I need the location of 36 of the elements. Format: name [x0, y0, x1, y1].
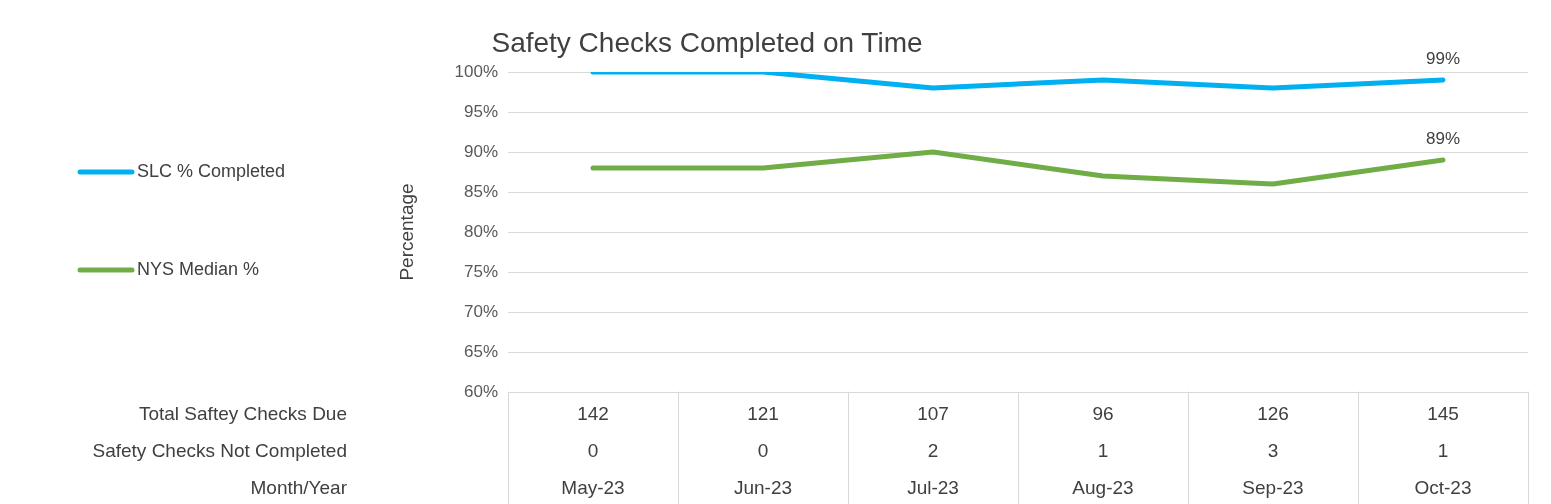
x-tick-label: Jul-23	[907, 477, 959, 499]
x-tick-label: Sep-23	[1242, 477, 1304, 499]
text: 121	[747, 403, 779, 425]
y-tick-label: 80%	[463, 221, 498, 241]
text: 0	[757, 440, 769, 462]
text: 96	[1092, 403, 1114, 425]
y-tick-label: 75%	[463, 261, 498, 281]
x-tick-label: Aug-23	[1072, 477, 1134, 499]
text: 1	[1437, 440, 1449, 462]
x-tick-label: Oct-23	[1414, 477, 1472, 499]
text: Safety Checks Not Completed	[92, 440, 347, 462]
text: 126	[1257, 403, 1289, 425]
y-tick-label: 90%	[463, 141, 498, 161]
data-label: 89%	[1425, 129, 1461, 149]
y-tick-label: 100%	[454, 61, 498, 81]
text: 145	[1427, 403, 1459, 425]
text: Month/Year	[250, 477, 348, 499]
y-tick-label: 85%	[463, 181, 498, 201]
y-axis-title: Percentage	[396, 183, 418, 281]
legend-label: NYS Median %	[137, 258, 260, 279]
legend-label: SLC % Completed	[137, 160, 286, 181]
x-tick-label: Jun-23	[733, 477, 793, 499]
y-tick-label: 65%	[463, 341, 498, 361]
chart-title: Safety Checks Completed on Time	[491, 26, 923, 58]
text: 0	[587, 440, 599, 462]
y-tick-label: 70%	[463, 301, 498, 321]
y-tick-label: 60%	[463, 381, 498, 401]
text: Total Saftey Checks Due	[138, 403, 347, 425]
text: 142	[577, 403, 609, 425]
text: 2	[927, 440, 939, 462]
text: 1	[1097, 440, 1109, 462]
x-tick-label: May-23	[561, 477, 625, 499]
y-tick-label: 95%	[463, 101, 498, 121]
text: 3	[1267, 440, 1279, 462]
text: 107	[917, 403, 949, 425]
data-label: 99%	[1425, 49, 1461, 69]
